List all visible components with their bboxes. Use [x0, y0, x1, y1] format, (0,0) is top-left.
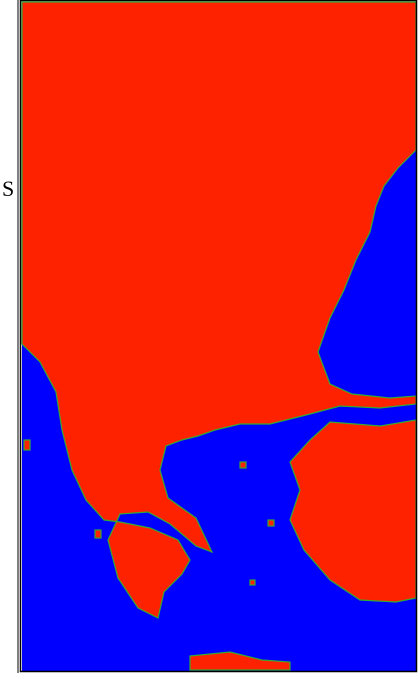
island — [249, 579, 256, 586]
anatolia-land — [289, 419, 417, 603]
frame — [19, 0, 418, 673]
crete — [189, 651, 291, 671]
island — [23, 439, 31, 451]
island — [267, 519, 275, 527]
island — [94, 529, 102, 539]
balkan-land — [21, 1, 417, 619]
island — [239, 461, 247, 469]
map-label: S — [2, 176, 14, 201]
